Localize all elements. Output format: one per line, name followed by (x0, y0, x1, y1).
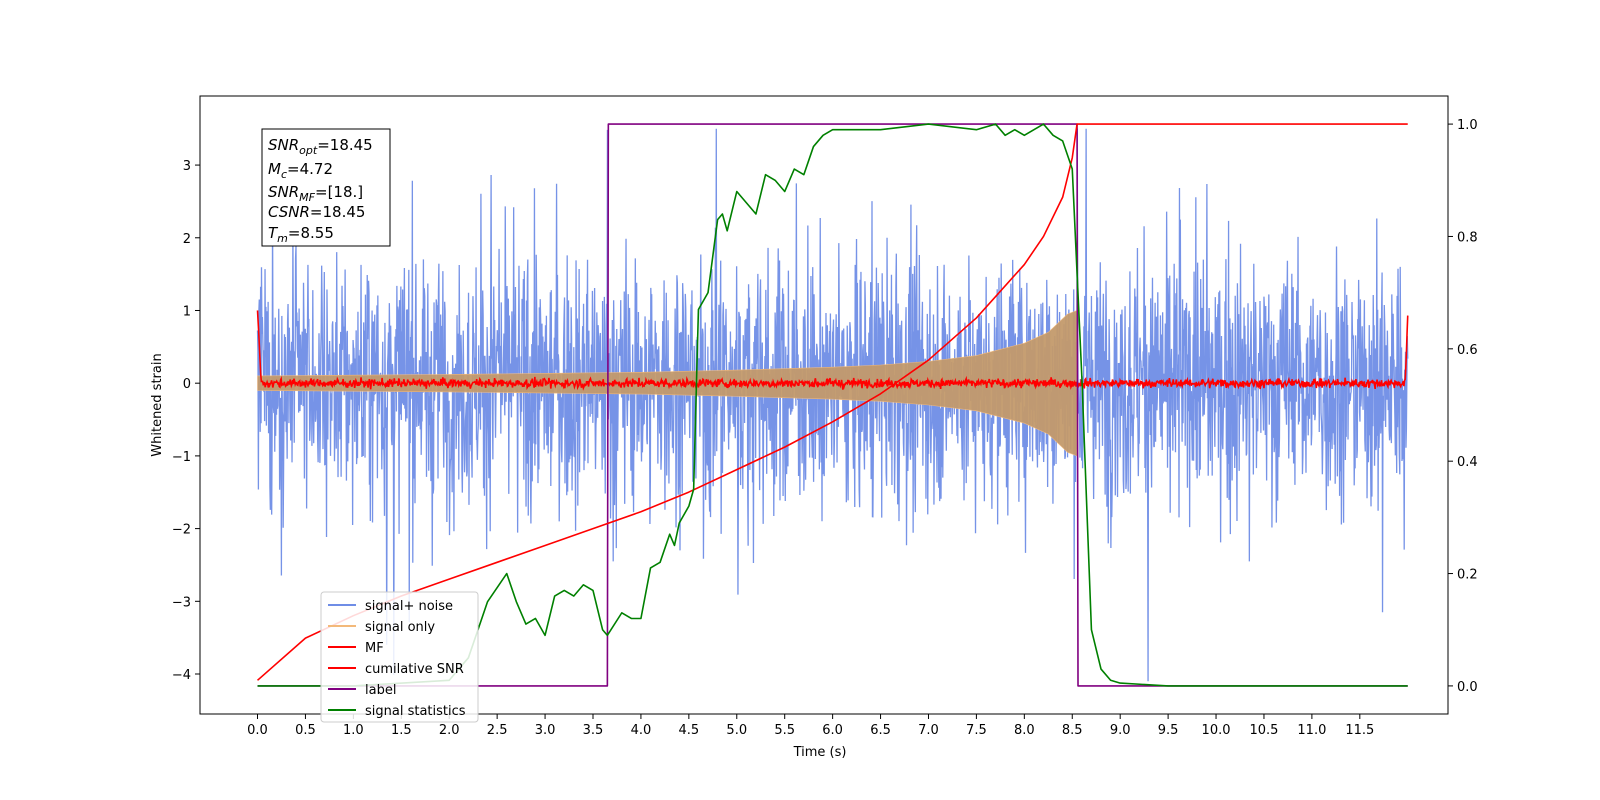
y-tick-label: 2 (183, 232, 191, 247)
info-snr-mf: SNRMF=[18.] (268, 183, 363, 204)
series-cumulative-snr (256, 123, 1408, 681)
y-tick-label: 1 (183, 304, 191, 319)
x-tick-label: 11.5 (1345, 723, 1374, 738)
x-tick-label: 1.5 (391, 723, 412, 738)
y-tick-label: 0 (183, 377, 191, 392)
x-tick-label: 0.5 (295, 723, 316, 738)
x-tick-label: 9.0 (1110, 723, 1131, 738)
x-tick-label: 5.0 (726, 723, 747, 738)
x-tick-label: 8.5 (1062, 723, 1083, 738)
x-tick-label: 10.5 (1249, 723, 1278, 738)
x-tick-label: 6.0 (822, 723, 843, 738)
x-tick-label: 7.5 (966, 723, 987, 738)
legend: signal+ noise signal only MF cumilative SNR… (320, 591, 479, 723)
legend-entry: cumilative SNR (365, 662, 464, 677)
legend-entry: signal statistics (365, 704, 466, 719)
y-right-tick-label: 1.0 (1457, 118, 1478, 133)
y-tick-label: −2 (172, 523, 191, 538)
y-tick-label: −4 (172, 668, 191, 683)
x-axis-label: Time (s) (793, 745, 847, 760)
y-axis-ticks: 3 2 1 0 −1 −2 −3 −4 (172, 159, 200, 683)
y-right-tick-label: 0.4 (1457, 455, 1478, 470)
info-csnr: CSNR=18.45 (268, 203, 365, 221)
x-tick-label: 6.5 (870, 723, 891, 738)
y-right-tick-label: 0.2 (1457, 568, 1478, 583)
x-tick-label: 2.0 (439, 723, 460, 738)
series-mf (256, 310, 1409, 391)
y-right-axis-ticks: 1.0 0.8 0.6 0.4 0.2 0.0 (1448, 118, 1478, 695)
x-tick-label: 4.5 (679, 723, 700, 738)
y-tick-label: −3 (172, 595, 191, 610)
axes-frame (199, 95, 1449, 715)
series-label (257, 123, 1408, 687)
x-axis-ticks: 0.0 0.5 1.0 1.5 2.0 2.5 3.0 3.5 4.0 4.5 5.0 5.5 6.0 6… (247, 714, 1374, 738)
x-tick-label: 9.5 (1158, 723, 1179, 738)
x-tick-label: 10.0 (1202, 723, 1231, 738)
x-tick-label: 1.0 (343, 723, 364, 738)
y-right-tick-label: 0.0 (1457, 680, 1478, 695)
x-tick-label: 3.5 (583, 723, 604, 738)
legend-entry: MF (365, 641, 384, 656)
series-signal-statistics (257, 123, 1408, 687)
y-tick-label: −1 (172, 450, 191, 465)
x-tick-label: 4.0 (631, 723, 652, 738)
legend-entry: label (365, 683, 396, 698)
legend-entry: signal+ noise (365, 599, 453, 614)
x-tick-label: 0.0 (247, 723, 268, 738)
y-axis-label: Whitened strain (150, 353, 165, 456)
info-tm: Tm=8.55 (268, 224, 334, 245)
y-right-tick-label: 0.8 (1457, 230, 1478, 245)
x-tick-label: 2.5 (487, 723, 508, 738)
x-tick-label: 8.0 (1014, 723, 1035, 738)
legend-entry: signal only (365, 620, 435, 635)
legend-frame (320, 591, 479, 723)
info-box-frame (261, 128, 391, 247)
plot-area (256, 123, 1409, 687)
y-tick-label: 3 (183, 159, 191, 174)
y-right-tick-label: 0.6 (1457, 343, 1478, 358)
info-box: SNRopt=18.45 Mc=4.72 SNRMF=[18.] CSNR=18… (261, 128, 391, 247)
x-tick-label: 11.0 (1297, 723, 1326, 738)
x-tick-label: 3.0 (535, 723, 556, 738)
info-snr-opt: SNRopt=18.45 (268, 136, 373, 157)
x-tick-label: 5.5 (774, 723, 795, 738)
x-tick-label: 7.0 (918, 723, 939, 738)
series-signal-noise (256, 128, 1409, 682)
info-mc: Mc=4.72 (268, 160, 333, 181)
